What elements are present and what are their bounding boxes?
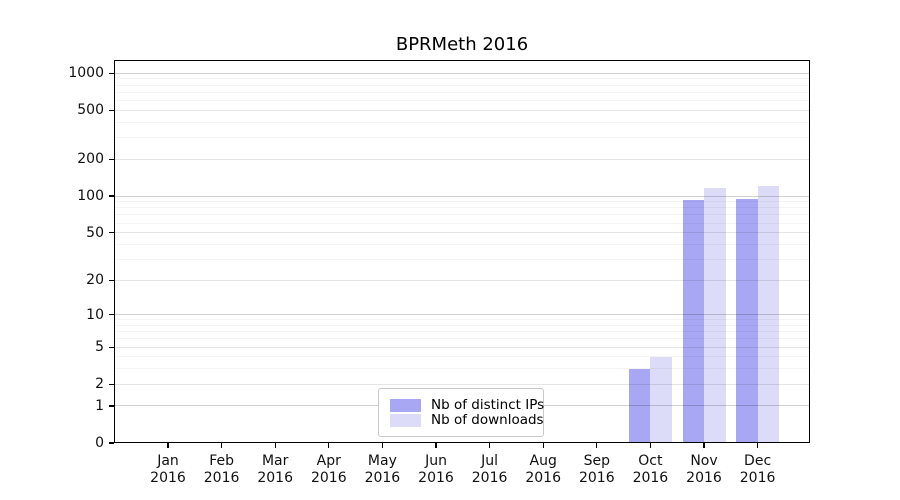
gridline-y-70	[114, 214, 810, 216]
y-tick-20	[109, 279, 114, 281]
y-tick-100	[109, 195, 114, 197]
y-tick-label-20: 20	[86, 272, 104, 289]
y-tick-200	[109, 158, 114, 160]
bar-nb-of-downloads-nov-2016	[704, 188, 726, 443]
legend-swatch-downloads	[390, 413, 421, 427]
y-tick-5	[109, 346, 114, 348]
gridline-y-100	[114, 195, 810, 197]
x-tick-sep-2016	[596, 443, 598, 448]
x-tick-dec-2016	[757, 443, 759, 448]
x-tick-label-jun-2016: Jun 2016	[418, 453, 454, 486]
legend-item-distinct-ips: Nb of distinct IPs	[390, 398, 544, 412]
x-tick-apr-2016	[328, 443, 330, 448]
gridline-y-700	[114, 91, 810, 93]
x-tick-jan-2016	[167, 443, 169, 448]
x-tick-jun-2016	[435, 443, 437, 448]
y-tick-2	[109, 383, 114, 385]
y-tick-500	[109, 109, 114, 111]
x-tick-label-dec-2016: Dec 2016	[739, 453, 776, 486]
bars-layer	[114, 60, 810, 443]
y-tick-label-2: 2	[95, 376, 104, 393]
y-tick-label-50: 50	[86, 224, 104, 241]
chart-title: BPRMeth 2016	[395, 34, 529, 55]
gridline-y-400	[114, 121, 810, 123]
y-tick-label-0: 0	[95, 435, 104, 451]
legend-swatch-distinct-ips	[390, 398, 421, 412]
y-tick-10	[109, 314, 114, 316]
gridline-y-2	[114, 383, 810, 385]
gridline-y-80	[114, 207, 810, 209]
gridline-y-20	[114, 279, 810, 281]
legend-label-downloads: Nb of downloads	[431, 412, 544, 428]
y-tick-label-10: 10	[86, 306, 104, 323]
legend-item-downloads: Nb of downloads	[390, 413, 544, 427]
gridline-y-50	[114, 232, 810, 234]
gridline-y-8	[114, 324, 810, 326]
y-tick-50	[109, 232, 114, 234]
grid-layer	[114, 60, 810, 443]
gridline-y-7	[114, 331, 810, 333]
x-tick-label-oct-2016: Oct 2016	[632, 453, 669, 486]
x-tick-jul-2016	[489, 443, 491, 448]
gridline-y-800	[114, 84, 810, 86]
y-tick-0	[109, 442, 114, 444]
bar-nb-of-downloads-oct-2016	[650, 356, 672, 443]
y-tick-label-1: 1	[95, 397, 104, 414]
gridline-y-600	[114, 100, 810, 102]
x-tick-may-2016	[381, 443, 383, 448]
gridline-y-90	[114, 201, 810, 203]
y-tick-label-100: 100	[77, 188, 104, 205]
gridline-y-60	[114, 222, 810, 224]
gridline-y-900	[114, 78, 810, 80]
gridline-y-6	[114, 338, 810, 340]
x-tick-aug-2016	[542, 443, 544, 448]
x-tick-oct-2016	[649, 443, 651, 448]
y-tick-label-1000: 1000	[68, 65, 104, 82]
gridline-y-40	[114, 243, 810, 245]
x-tick-label-feb-2016: Feb 2016	[203, 453, 240, 486]
bar-nb-of-downloads-dec-2016	[757, 185, 780, 443]
gridline-y-30	[114, 258, 810, 260]
legend: Nb of distinct IPs Nb of downloads	[378, 388, 544, 437]
x-tick-label-may-2016: May 2016	[364, 453, 401, 486]
y-tick-label-500: 500	[77, 102, 104, 119]
y-tick-label-5: 5	[95, 339, 104, 356]
x-tick-feb-2016	[221, 443, 223, 448]
y-tick-1000	[109, 72, 114, 74]
gridline-y-300	[114, 137, 810, 139]
x-tick-label-nov-2016: Nov 2016	[686, 453, 722, 486]
x-tick-label-aug-2016: Aug 2016	[525, 453, 561, 486]
x-tick-label-apr-2016: Apr 2016	[310, 453, 347, 486]
x-tick-nov-2016	[703, 443, 705, 448]
x-tick-label-jul-2016: Jul 2016	[471, 453, 508, 486]
x-tick-label-mar-2016: Mar 2016	[257, 453, 293, 486]
gridline-y-4	[114, 356, 810, 358]
gridline-y-9	[114, 319, 810, 321]
gridline-y-1000	[114, 72, 810, 74]
plot-area	[114, 60, 810, 443]
bar-nb-of-distinct-ips-dec-2016	[736, 199, 758, 443]
gridline-y-5	[114, 346, 810, 348]
gridline-y-3	[114, 368, 810, 370]
gridline-y-200	[114, 158, 810, 160]
x-tick-mar-2016	[274, 443, 276, 448]
legend-label-distinct-ips: Nb of distinct IPs	[431, 397, 545, 413]
x-tick-label-jan-2016: Jan 2016	[150, 453, 186, 486]
gridline-y-500	[114, 109, 810, 111]
bar-nb-of-distinct-ips-nov-2016	[682, 200, 704, 443]
gridline-y-10	[114, 314, 810, 316]
y-tick-label-200: 200	[77, 151, 104, 168]
x-tick-label-sep-2016: Sep 2016	[578, 453, 615, 486]
bar-nb-of-distinct-ips-oct-2016	[628, 368, 651, 443]
y-tick-1	[109, 405, 114, 407]
